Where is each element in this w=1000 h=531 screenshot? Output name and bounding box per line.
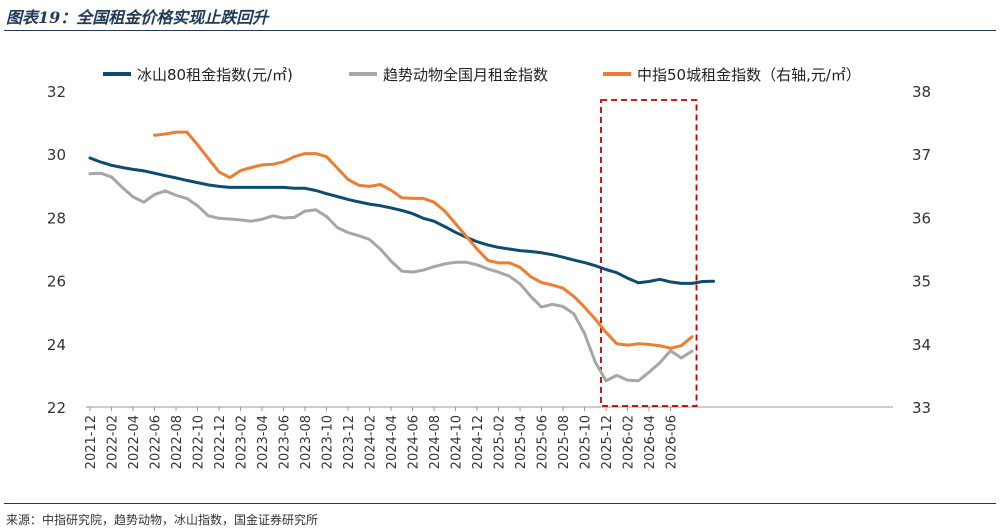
x-tick-label: 2023-10 [321, 415, 336, 469]
x-tick-label: 2026-02 [622, 415, 637, 469]
y-left-tick-label: 30 [47, 146, 66, 164]
y-right-tick-label: 37 [912, 146, 931, 164]
y-left-tick-label: 22 [47, 399, 66, 417]
series-line-3 [153, 130, 694, 350]
x-tick-label: 2024-04 [385, 415, 400, 469]
title-divider [4, 30, 996, 31]
x-tick-label: 2022-08 [170, 415, 185, 469]
footer-divider [4, 503, 996, 504]
x-tick-label: 2023-08 [299, 415, 314, 469]
x-tick-label: 2025-10 [579, 415, 594, 469]
chart-title: 图表19：全国租金价格实现止跌回升 [6, 8, 269, 27]
highlight-box [600, 99, 698, 407]
x-tick-label: 2025-12 [600, 415, 615, 469]
x-tick-label: 2026-04 [643, 415, 658, 469]
x-tick-label: 2023-02 [235, 415, 250, 469]
x-tick-label: 2023-12 [342, 415, 357, 469]
x-tick-label: 2024-06 [407, 415, 422, 469]
x-tick-label: 2025-02 [493, 415, 508, 469]
series-line-2 [88, 171, 694, 383]
y-right-tick-label: 35 [912, 273, 931, 291]
x-tick-label: 2025-08 [557, 415, 572, 469]
y-right-tick-label: 38 [912, 83, 931, 101]
x-tick-label: 2022-12 [213, 415, 228, 469]
x-tick-label: 2024-08 [428, 415, 443, 469]
y-left-tick-label: 32 [47, 83, 66, 101]
legend-label-2: 趋势动物全国月租金指数 [383, 66, 548, 84]
source-note: 来源：中指研究院，趋势动物，冰山指数，国金证券研究所 [6, 513, 319, 527]
y-left-tick-label: 26 [47, 273, 66, 291]
x-tick-label: 2026-06 [665, 415, 680, 469]
x-tick-label: 2025-06 [536, 415, 551, 469]
x-tick-label: 2023-04 [256, 415, 271, 469]
x-tick-label: 2023-06 [278, 415, 293, 469]
x-tick-label: 2022-04 [127, 415, 142, 469]
x-tick-label: 2022-02 [106, 415, 121, 469]
y-right-tick-label: 34 [912, 336, 931, 354]
y-left-tick-label: 24 [47, 336, 66, 354]
y-right-tick-label: 33 [912, 399, 931, 417]
legend-label-1: 冰山80租金指数(元/㎡) [137, 66, 293, 84]
y-right-tick-label: 36 [912, 209, 931, 227]
x-tick-label: 2021-12 [84, 415, 99, 469]
legend-label-3: 中指50城租金指数（右轴,元/㎡） [637, 66, 861, 84]
x-tick-label: 2025-04 [514, 415, 529, 469]
y-left-tick-label: 28 [47, 209, 66, 227]
series-line-1 [88, 156, 715, 285]
x-tick-label: 2024-10 [450, 415, 465, 469]
x-tick-label: 2022-06 [149, 415, 164, 469]
x-tick-label: 2024-12 [471, 415, 486, 469]
x-tick-label: 2024-02 [364, 415, 379, 469]
x-tick-label: 2022-10 [192, 415, 207, 469]
